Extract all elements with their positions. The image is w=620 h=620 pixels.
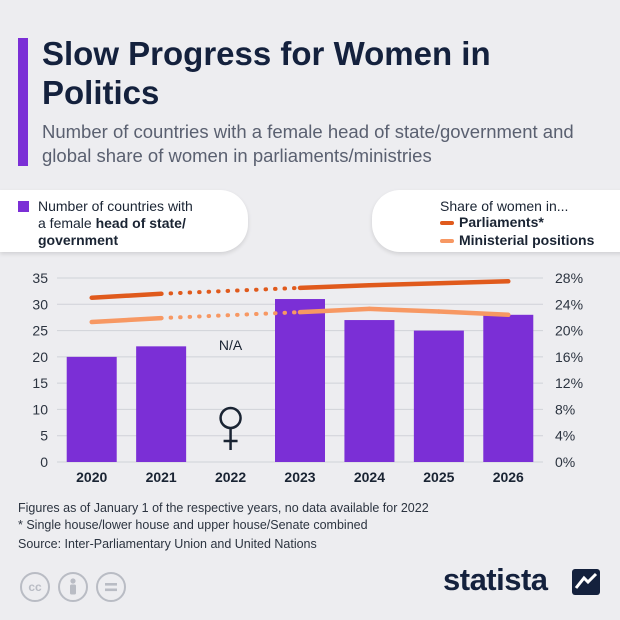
parliaments-line-segment [367,281,442,288]
ministerial-line-segment [159,310,302,321]
person-icon[interactable] [58,572,88,602]
ministerial-line-segment [297,306,372,315]
bar [413,330,464,462]
y-right-tick-label: 28% [555,270,583,286]
legend-ministerial-swatch [440,239,454,243]
bar [136,346,187,462]
legend-bars-line1: Number of countries with [38,198,193,214]
ministerial-line-segment [367,306,442,314]
parliaments-line-segment [89,291,164,300]
brand-logo[interactable]: statista [443,562,548,597]
title-accent-bar [18,38,28,166]
y-left-tick-label: 30 [32,296,48,312]
y-left-tick-label: 15 [32,375,48,391]
legend-lines-heading: Share of women in... [440,198,569,214]
x-tick-label: 2020 [76,469,107,485]
y-left-tick-label: 5 [40,428,48,444]
y-left-tick-label: 25 [32,323,48,339]
legend-bars [0,190,248,252]
x-tick-label: 2023 [284,469,315,485]
y-left-tick-label: 20 [32,349,48,365]
y-left-tick-label: 0 [40,454,48,470]
y-left-tick-label: 10 [32,401,48,417]
legend-parliaments-swatch [440,221,454,225]
legend-bar-swatch [18,201,29,212]
y-right-tick-label: 20% [555,323,583,339]
legend-parliaments-label: Parliaments* [459,214,544,230]
y-right-tick-label: 12% [555,375,583,391]
bar [66,356,117,462]
na-label: N/A [219,337,243,353]
x-tick-label: 2025 [423,469,454,485]
ministerial-line-segment [436,309,511,318]
x-tick-label: 2026 [493,469,524,485]
footnote-data-note: Figures as of January 1 of the respectiv… [18,501,429,515]
chart-subtitle: Number of countries with a female head o… [42,121,574,166]
equals-icon[interactable] [96,572,126,602]
y-right-tick-label: 16% [555,349,583,365]
bar [344,320,395,462]
bar [483,314,534,462]
footnote-source: Source: Inter-Parliamentary Union and Un… [18,537,317,551]
legend-bars-line3: government [38,232,119,248]
cc-icon[interactable]: cc [20,572,50,602]
y-right-tick-label: 0% [555,454,575,470]
legend-lines [372,190,620,252]
ministerial-line-segment [89,315,164,325]
brand-mark-icon [572,569,600,595]
female-symbol-icon [219,406,242,450]
chart-title: Slow Progress for Women in Politics [42,35,491,111]
parliaments-line-segment [159,285,302,296]
x-tick-label: 2021 [146,469,177,485]
footnote-house-note: * Single house/lower house and upper hou… [18,518,368,532]
y-right-tick-label: 8% [555,401,575,417]
x-tick-label: 2022 [215,469,246,485]
legend-ministerial-label: Ministerial positions [459,232,595,248]
parliaments-line-segment [297,282,372,291]
bar [275,299,325,462]
x-tick-label: 2024 [354,469,385,485]
legend-bars-line2: a female head of state/ [38,215,186,231]
y-right-tick-label: 4% [555,428,575,444]
y-left-tick-label: 35 [32,270,48,286]
y-right-tick-label: 24% [555,296,583,312]
parliaments-line-segment [436,279,511,286]
